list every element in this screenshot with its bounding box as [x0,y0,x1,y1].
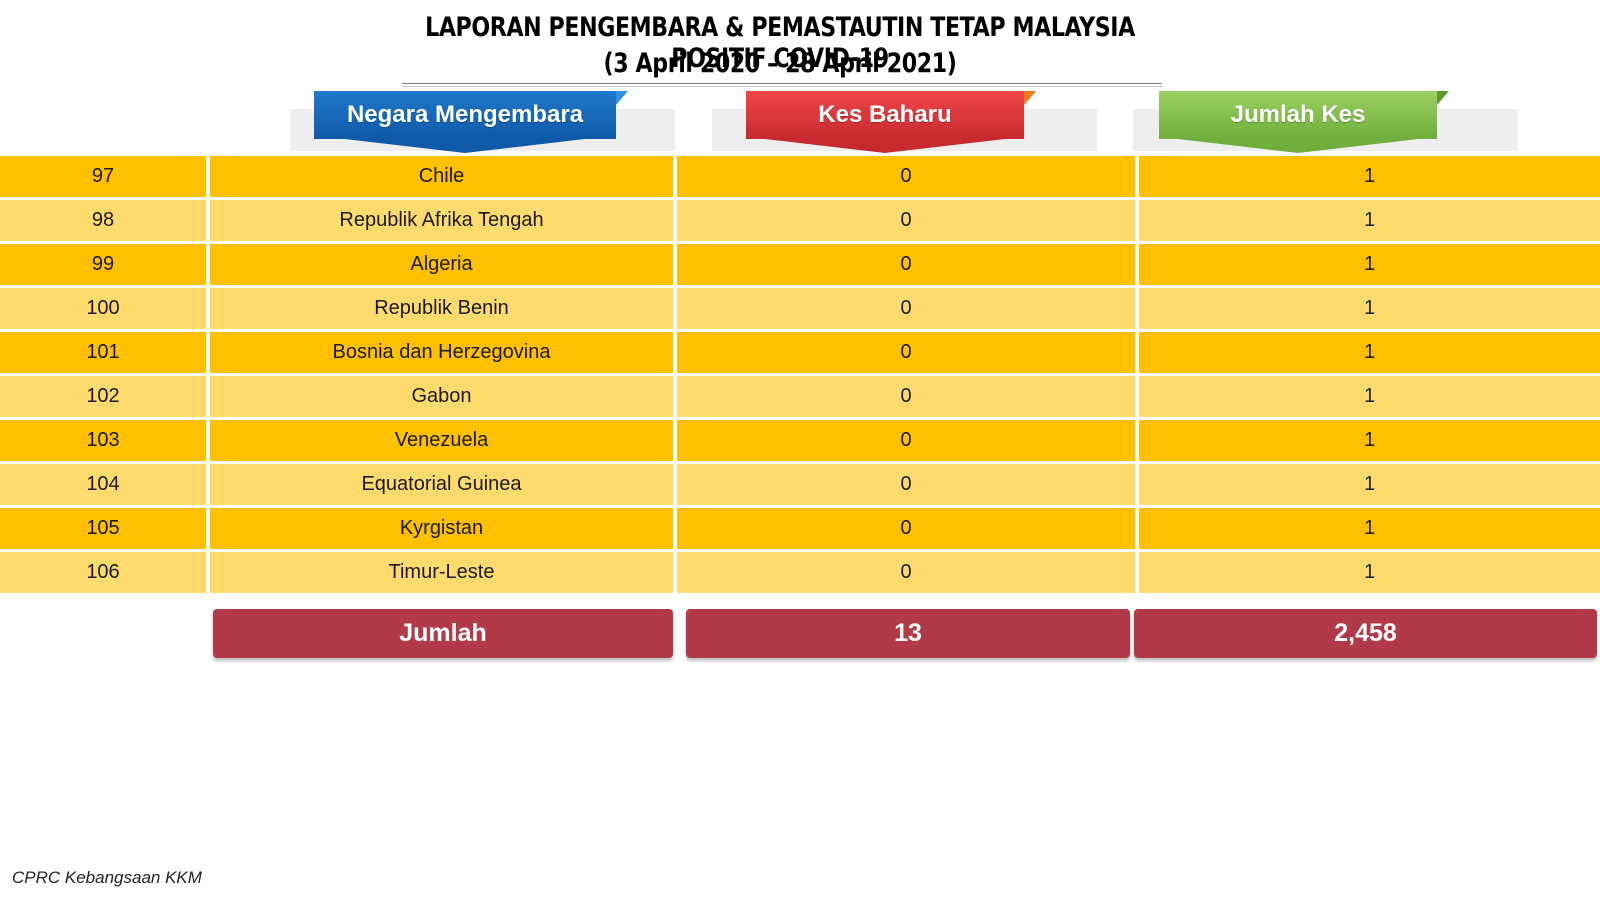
totals-total-cases: 2,458 [1134,609,1597,658]
table-row: 105 Kyrgistan 0 1 [0,508,1600,549]
totals-new-cases: 13 [686,609,1130,658]
country-name: Timur-Leste [210,552,673,593]
ribbon-fold [616,91,628,105]
total-cases-value: 1 [1139,244,1600,285]
country-name: Algeria [210,244,673,285]
country-name: Republik Benin [210,288,673,329]
header-new-cases: Kes Baharu [746,91,1036,153]
ribbon-arrow [765,139,1005,153]
report-date-range: (3 April 2020 – 28 April 2021) [603,48,957,79]
country-name: Gabon [210,376,673,417]
row-number: 98 [0,200,206,241]
totals-label: Jumlah [213,609,673,658]
total-cases-value: 1 [1139,200,1600,241]
country-name: Kyrgistan [210,508,673,549]
header-country-label: Negara Mengembara [346,101,584,128]
total-cases-value: 1 [1139,552,1600,593]
row-number: 99 [0,244,206,285]
new-cases-value: 0 [677,244,1135,285]
source-footer: CPRC Kebangsaan KKM [12,868,202,887]
total-cases-value: 1 [1139,376,1600,417]
new-cases-value: 0 [677,156,1135,197]
country-name: Bosnia dan Herzegovina [210,332,673,373]
header-total-cases: Jumlah Kes [1159,91,1449,153]
country-name: Republik Afrika Tengah [210,200,673,241]
row-number: 101 [0,332,206,373]
new-cases-value: 0 [677,508,1135,549]
new-cases-value: 0 [677,552,1135,593]
row-number: 97 [0,156,206,197]
table-row: 103 Venezuela 0 1 [0,420,1600,461]
row-number: 102 [0,376,206,417]
new-cases-value: 0 [677,288,1135,329]
total-cases-value: 1 [1139,156,1600,197]
country-name: Venezuela [210,420,673,461]
total-cases-value: 1 [1139,464,1600,505]
table-row: 102 Gabon 0 1 [0,376,1600,417]
total-cases-value: 1 [1139,288,1600,329]
table-row: 100 Republik Benin 0 1 [0,288,1600,329]
country-name: Equatorial Guinea [210,464,673,505]
header-country: Negara Mengembara [314,91,628,153]
table-row: 98 Republik Afrika Tengah 0 1 [0,200,1600,241]
header-total-cases-label: Jumlah Kes [1230,101,1366,128]
new-cases-value: 0 [677,420,1135,461]
table-row: 104 Equatorial Guinea 0 1 [0,464,1600,505]
total-cases-value: 1 [1139,420,1600,461]
header-new-cases-label: Kes Baharu [818,101,952,128]
row-number: 105 [0,508,206,549]
total-cases-value: 1 [1139,332,1600,373]
row-number: 104 [0,464,206,505]
ribbon-fold [1437,91,1449,105]
new-cases-value: 0 [677,332,1135,373]
new-cases-value: 0 [677,200,1135,241]
new-cases-value: 0 [677,464,1135,505]
cases-table: 97 Chile 0 1 98 Republik Afrika Tengah 0… [0,154,1600,596]
report-title: LAPORAN PENGEMBARA & PEMASTAUTIN TETAP M… [425,12,1135,74]
total-cases-value: 1 [1139,508,1600,549]
row-number: 106 [0,552,206,593]
table-row: 101 Bosnia dan Herzegovina 0 1 [0,332,1600,373]
row-number: 103 [0,420,206,461]
ribbon-arrow [1178,139,1418,153]
country-name: Chile [210,156,673,197]
new-cases-value: 0 [677,376,1135,417]
ribbon-arrow [345,139,585,153]
title-divider [402,83,1162,87]
table-row: 99 Algeria 0 1 [0,244,1600,285]
table-row: 106 Timur-Leste 0 1 [0,552,1600,593]
row-number: 100 [0,288,206,329]
ribbon-fold [1024,91,1036,105]
table-row: 97 Chile 0 1 [0,156,1600,197]
